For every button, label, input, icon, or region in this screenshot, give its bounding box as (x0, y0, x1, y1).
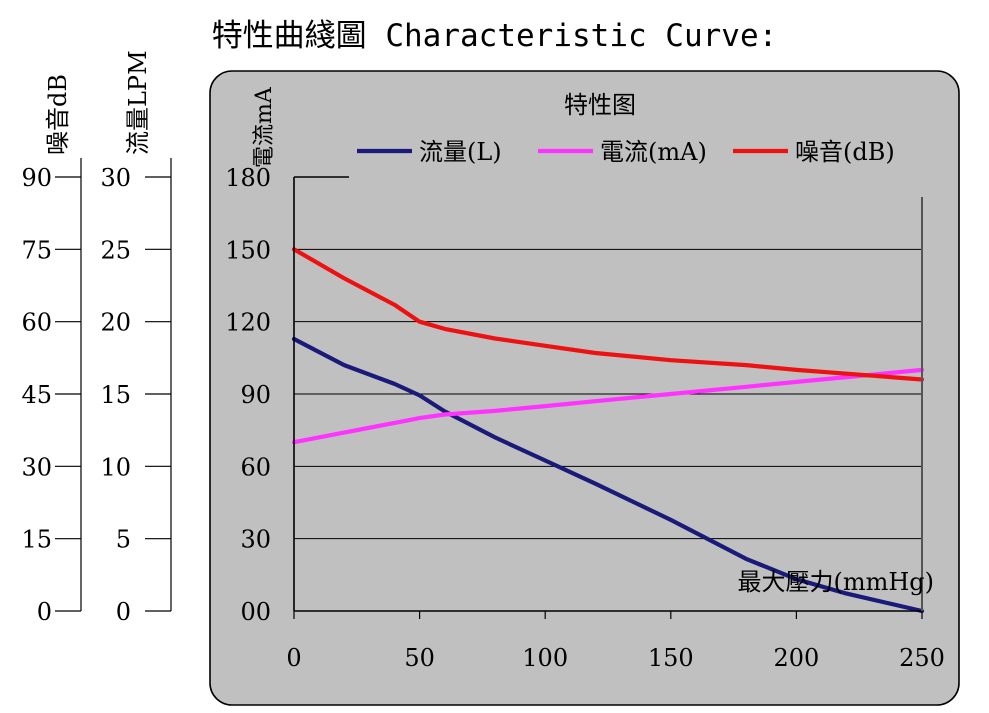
y-axis-label: 電流mA (252, 86, 277, 168)
aux-axis-tick-label: 0 (116, 598, 131, 626)
legend-label: 流量(L) (419, 138, 502, 166)
x-tick-label: 200 (773, 644, 819, 672)
page-title: 特性曲綫圖 Characteristic Curve: (211, 18, 778, 54)
series-line (291, 367, 925, 445)
chart-title: 特性图 (564, 91, 636, 119)
x-tick-label: 50 (404, 644, 435, 672)
aux-axis-tick-label: 15 (21, 526, 52, 554)
y-tick-label: 90 (240, 381, 271, 409)
y-tick-label: 60 (240, 453, 271, 481)
y-tick-label: 00 (240, 598, 271, 626)
aux-axis-tick-label: 75 (21, 236, 52, 264)
aux-axis-tick-label: 90 (21, 164, 52, 192)
aux-axis-tick-label: 45 (21, 381, 52, 409)
x-tick-label: 0 (286, 644, 301, 672)
y-tick-label: 150 (225, 236, 271, 264)
x-tick-label: 250 (899, 644, 945, 672)
aux-axis-tick-label: 25 (100, 236, 131, 264)
x-tick-label: 150 (648, 644, 694, 672)
series-line (291, 247, 925, 382)
y-tick-label: 120 (225, 309, 271, 337)
aux-axis-tick-label: 30 (21, 453, 52, 481)
aux-axis-title: 流量LPM (124, 50, 152, 155)
legend-label: 噪音(dB) (795, 138, 895, 166)
aux-axis-tick-label: 20 (100, 309, 131, 337)
legend-label: 電流(mA) (600, 138, 707, 166)
y-tick-label: 180 (225, 164, 271, 192)
y-tick-label: 30 (240, 526, 271, 554)
aux-axis-tick-label: 10 (100, 453, 131, 481)
aux-axis-tick-label: 60 (21, 309, 52, 337)
aux-axis-tick-label: 5 (116, 526, 131, 554)
series-line (291, 336, 925, 614)
chart-panel (209, 70, 960, 706)
x-axis-label: 最大壓力(mmHg) (737, 568, 934, 596)
aux-axis-tick-label: 0 (37, 598, 52, 626)
aux-axis-title: 噪音dB (44, 74, 72, 155)
aux-axis-tick-label: 15 (100, 381, 131, 409)
aux-axis-tick-label: 30 (100, 164, 131, 192)
x-tick-label: 100 (522, 644, 568, 672)
